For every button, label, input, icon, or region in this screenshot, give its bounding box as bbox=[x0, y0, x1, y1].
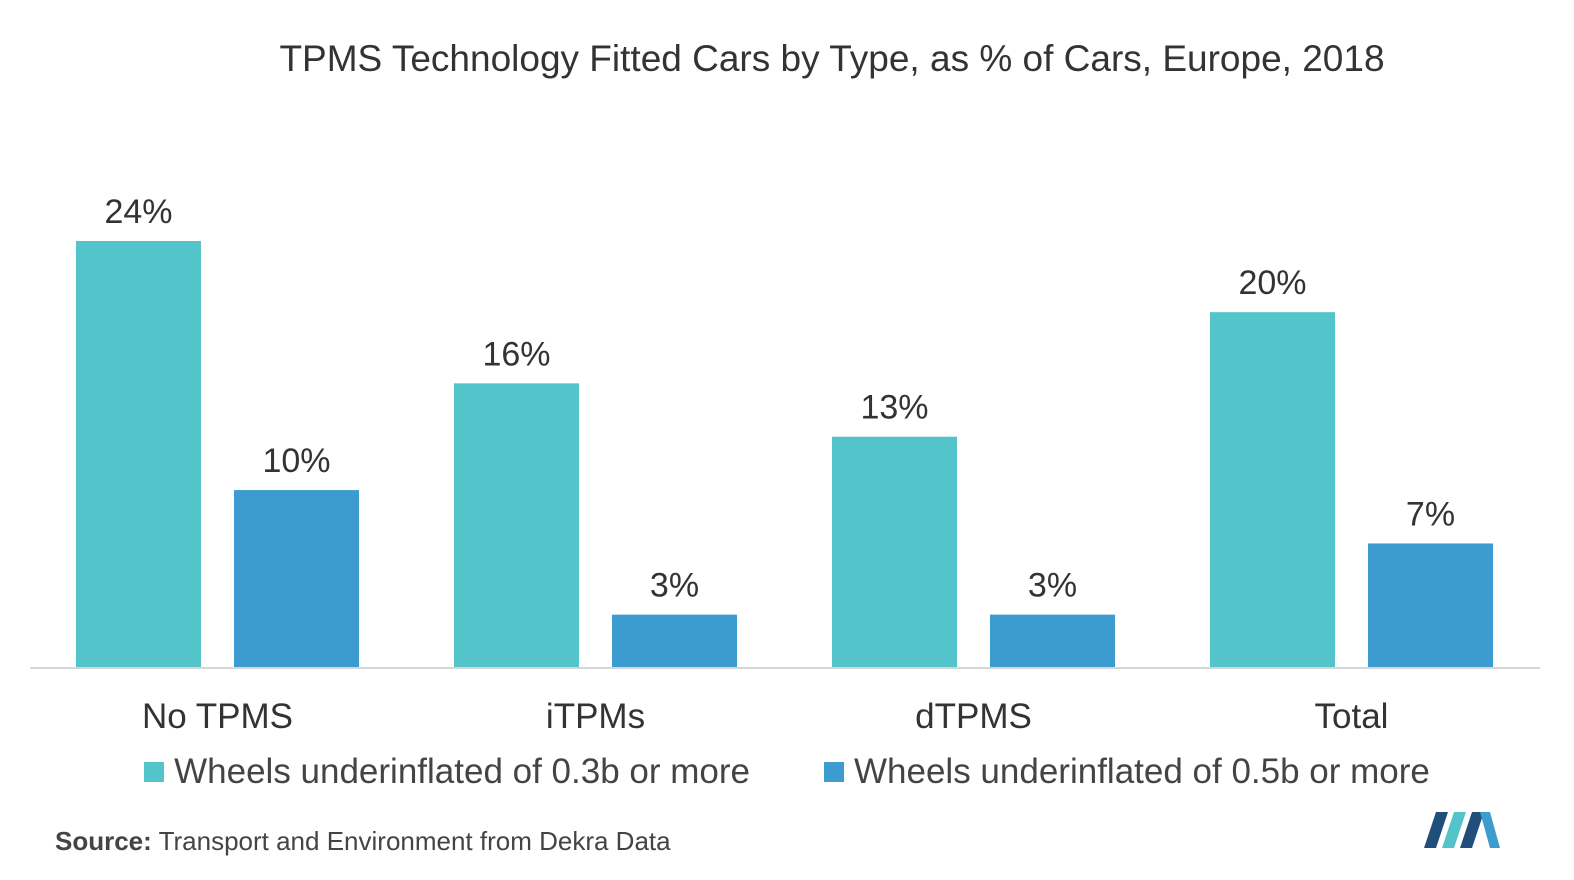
bar-itpms-series-1 bbox=[454, 383, 579, 668]
legend-item-series-1: Wheels underinflated of 0.3b or more bbox=[144, 752, 750, 792]
x-tick-label-total: Total bbox=[1315, 697, 1389, 736]
bar-no-tpms-series-1 bbox=[76, 241, 201, 668]
x-tick-label-no-tpms: No TPMS bbox=[142, 697, 293, 736]
data-label-total-series-1: 20% bbox=[1238, 264, 1306, 302]
data-label-no-tpms-series-2: 10% bbox=[262, 442, 330, 480]
bar-itpms-series-2 bbox=[612, 614, 737, 668]
legend-label-series-2: Wheels underinflated of 0.5b or more bbox=[854, 752, 1430, 791]
data-label-dtpms-series-2: 3% bbox=[1028, 567, 1077, 605]
bar-no-tpms-series-2 bbox=[234, 490, 359, 668]
x-tick-label-itpms: iTPMs bbox=[546, 697, 645, 736]
data-label-itpms-series-1: 16% bbox=[482, 335, 550, 373]
bar-dtpms-series-2 bbox=[990, 614, 1115, 668]
data-label-itpms-series-2: 3% bbox=[650, 567, 699, 605]
bar-total-series-1 bbox=[1210, 312, 1335, 668]
data-label-total-series-2: 7% bbox=[1406, 495, 1455, 533]
bar-dtpms-series-1 bbox=[832, 436, 957, 668]
source-note: Source: Transport and Environment from D… bbox=[55, 826, 671, 857]
chart-title: TPMS Technology Fitted Cars by Type, as … bbox=[279, 38, 1385, 79]
legend-label-series-1: Wheels underinflated of 0.3b or more bbox=[174, 752, 750, 791]
mordor-logo-icon bbox=[1424, 812, 1500, 848]
ticks-layer: No TPMS iTPMs dTPMS Total bbox=[142, 697, 1389, 736]
legend-swatch-series-1 bbox=[144, 762, 165, 782]
labels-layer: 24% 10% 16% 3% 13% 3% 20% 7% bbox=[104, 193, 1455, 605]
bars-layer bbox=[76, 241, 1493, 668]
legend-item-series-2: Wheels underinflated of 0.5b or more bbox=[824, 752, 1430, 792]
data-label-dtpms-series-1: 13% bbox=[860, 389, 928, 427]
legend-swatch-series-2 bbox=[824, 762, 844, 782]
legend: Wheels underinflated of 0.3b or more Whe… bbox=[0, 752, 1574, 792]
bar-total-series-2 bbox=[1368, 543, 1493, 668]
source-text: Transport and Environment from Dekra Dat… bbox=[158, 826, 671, 856]
source-label: Source: bbox=[55, 826, 152, 856]
data-label-no-tpms-series-1: 24% bbox=[104, 193, 172, 231]
x-tick-label-dtpms: dTPMS bbox=[915, 697, 1032, 736]
